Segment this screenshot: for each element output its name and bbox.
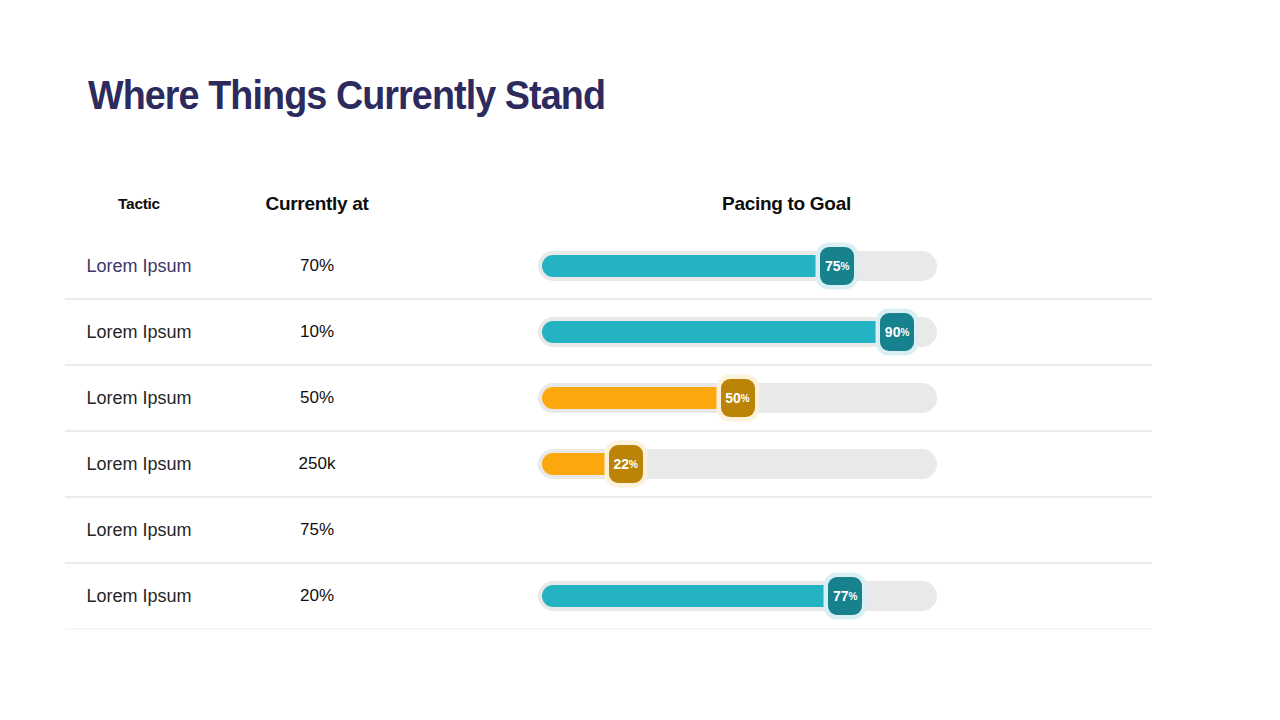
slide: Where Things Currently Stand Tactic Curr… <box>0 0 1280 720</box>
progress-badge: 77% <box>828 577 862 615</box>
progress-bar: 77% <box>538 581 937 611</box>
progress-table: Tactic Currently at Pacing to Goal Lorem… <box>65 174 1152 630</box>
badge-value: 77 <box>833 589 849 603</box>
tactic-label: Lorem Ipsum <box>65 586 213 607</box>
progress-badge: 50% <box>721 379 755 417</box>
table-row: Lorem Ipsum 250k 22% <box>65 432 1152 498</box>
progress-bar: 22% <box>538 449 937 479</box>
table-row: Lorem Ipsum 70% 75% <box>65 234 1152 300</box>
tactic-label: Lorem Ipsum <box>65 388 213 409</box>
progress-badge: 90% <box>880 313 914 351</box>
progress-fill <box>542 387 734 409</box>
percent-sign: % <box>900 328 909 338</box>
progress-bar: 75% <box>538 251 937 281</box>
percent-sign: % <box>841 262 850 272</box>
column-header-currently-at: Currently at <box>213 193 421 215</box>
table-row: Lorem Ipsum 20% 77% <box>65 564 1152 630</box>
pacing-cell: 75% <box>421 251 1152 281</box>
currently-at-value: 75% <box>213 520 421 540</box>
tactic-label: Lorem Ipsum <box>65 520 213 541</box>
progress-fill <box>542 255 833 277</box>
table-header-row: Tactic Currently at Pacing to Goal <box>65 174 1152 234</box>
pacing-cell: 50% <box>421 383 1152 413</box>
table-row: Lorem Ipsum 10% 90% <box>65 300 1152 366</box>
progress-badge: 22% <box>609 445 643 483</box>
table-body: Lorem Ipsum 70% 75% Lorem Ipsum 10% 90% <box>65 234 1152 630</box>
currently-at-value: 10% <box>213 322 421 342</box>
tactic-label: Lorem Ipsum <box>65 454 213 475</box>
tactic-label: Lorem Ipsum <box>65 256 213 277</box>
progress-fill <box>542 321 893 343</box>
progress-bar: 50% <box>538 383 937 413</box>
pacing-cell: 22% <box>421 449 1152 479</box>
pacing-cell: 90% <box>421 317 1152 347</box>
column-header-pacing-to-goal: Pacing to Goal <box>421 193 1152 215</box>
currently-at-value: 20% <box>213 586 421 606</box>
table-row: Lorem Ipsum 50% 50% <box>65 366 1152 432</box>
column-header-tactic: Tactic <box>65 195 213 213</box>
percent-sign: % <box>629 460 638 470</box>
badge-value: 75 <box>825 259 841 273</box>
pacing-cell: 77% <box>421 581 1152 611</box>
badge-value: 90 <box>885 325 901 339</box>
percent-sign: % <box>741 394 750 404</box>
tactic-label: Lorem Ipsum <box>65 322 213 343</box>
badge-value: 50 <box>725 391 741 405</box>
table-row: Lorem Ipsum 75% <box>65 498 1152 564</box>
progress-bar: 90% <box>538 317 937 347</box>
badge-value: 22 <box>614 457 630 471</box>
currently-at-value: 50% <box>213 388 421 408</box>
progress-fill <box>542 585 841 607</box>
percent-sign: % <box>849 592 858 602</box>
page-title: Where Things Currently Stand <box>88 72 605 119</box>
progress-badge: 75% <box>820 247 854 285</box>
currently-at-value: 70% <box>213 256 421 276</box>
currently-at-value: 250k <box>213 454 421 474</box>
